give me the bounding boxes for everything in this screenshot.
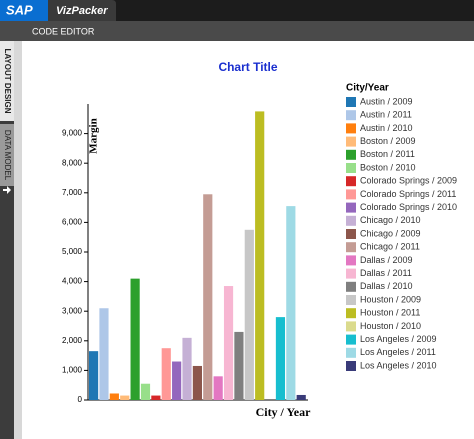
bar (89, 351, 99, 400)
legend-label: Dallas / 2011 (360, 268, 412, 278)
bar (140, 383, 151, 400)
legend-swatch (346, 97, 356, 107)
y-axis-title: Margin (88, 118, 100, 153)
legend-label: Chicago / 2009 (360, 228, 421, 238)
y-tick-label: 8,000 (62, 158, 83, 167)
toolbar-label[interactable]: CODE EDITOR (32, 26, 95, 36)
bar (120, 395, 130, 400)
legend-swatch (346, 149, 356, 160)
y-tick-label: 0 (78, 395, 83, 404)
bar (275, 317, 286, 400)
y-tick-label: 4,000 (62, 277, 83, 286)
tab-label[interactable]: LAYOUT DESIGN (3, 48, 12, 113)
legend-swatch (346, 123, 356, 134)
legend-label: Houston / 2009 (360, 294, 421, 304)
bar (234, 331, 244, 400)
panel-edge (14, 41, 22, 439)
legend-title: City/Year (346, 83, 389, 94)
bar (286, 206, 296, 400)
bar (203, 194, 213, 400)
legend-label: Chicago / 2011 (360, 242, 420, 252)
legend-label: Colorado Springs / 2009 (360, 176, 457, 186)
legend-swatch (346, 255, 356, 266)
legend-swatch (346, 242, 356, 253)
bar (161, 348, 171, 400)
bar (213, 376, 223, 400)
logo: SAP (6, 2, 33, 17)
legend-swatch (346, 308, 356, 319)
y-tick-label: 3,000 (62, 306, 83, 315)
legend-label: Austin / 2010 (360, 123, 413, 133)
legend-swatch (346, 361, 356, 371)
logo-box (0, 0, 48, 21)
app-name: VizPacker (56, 5, 108, 17)
tab-data[interactable] (0, 124, 14, 186)
legend-swatch (346, 229, 356, 239)
legend-swatch (346, 215, 356, 226)
legend-label: Houston / 2010 (360, 321, 421, 331)
legend-label: Dallas / 2009 (360, 255, 413, 265)
legend-swatch (346, 281, 356, 292)
legend-label: Los Angeles / 2009 (360, 334, 437, 344)
legend-swatch (346, 295, 356, 305)
tab-layout[interactable] (0, 41, 14, 121)
top-bar (0, 0, 474, 21)
legend-label: Austin / 2011 (360, 110, 412, 120)
y-tick-label: 7,000 (62, 188, 83, 197)
y-tick-label: 6,000 (62, 218, 83, 227)
bar (255, 111, 265, 401)
legend-swatch (346, 110, 356, 121)
y-tick-label: 1,000 (62, 366, 83, 375)
legend-swatch (346, 268, 356, 279)
bar (151, 395, 161, 400)
legend-label: Los Angeles / 2011 (360, 347, 436, 357)
legend-label: Houston / 2011 (360, 308, 420, 318)
legend-label: Dallas / 2010 (360, 281, 413, 291)
legend-label: Colorado Springs / 2010 (360, 202, 457, 212)
legend-swatch (346, 163, 356, 173)
y-tick-label: 2,000 (62, 336, 83, 345)
bar (172, 361, 182, 400)
legend-label: Los Angeles / 2010 (360, 360, 437, 370)
bar (223, 286, 234, 400)
legend-label: Chicago / 2010 (360, 215, 421, 225)
app-tab (48, 0, 116, 21)
legend-swatch (346, 347, 356, 358)
bar (192, 365, 202, 400)
bar (130, 278, 140, 400)
legend-swatch (346, 189, 356, 200)
tab-label[interactable]: DATA MODEL (3, 130, 12, 181)
legend-swatch (346, 321, 356, 332)
collapse-icon[interactable] (3, 186, 11, 194)
legend-swatch (346, 334, 356, 345)
legend-swatch (346, 176, 356, 187)
bar (296, 394, 306, 400)
bar (109, 393, 119, 400)
legend-label: Colorado Springs / 2011 (360, 189, 456, 199)
legend-label: Boston / 2011 (360, 149, 415, 159)
legend-label: Boston / 2009 (360, 136, 416, 146)
legend-swatch (346, 136, 356, 147)
bar (244, 229, 254, 400)
y-tick-label: 9,000 (62, 129, 83, 138)
bar (182, 337, 192, 400)
legend-label: Austin / 2009 (360, 96, 413, 106)
chart-title: Chart Title (218, 60, 277, 74)
bar (99, 308, 109, 400)
toolbar (0, 21, 474, 41)
legend-label: Boston / 2010 (360, 162, 416, 172)
x-axis-title: City / Year (256, 405, 312, 419)
y-tick-label: 5,000 (62, 247, 83, 256)
legend-swatch (346, 202, 356, 213)
